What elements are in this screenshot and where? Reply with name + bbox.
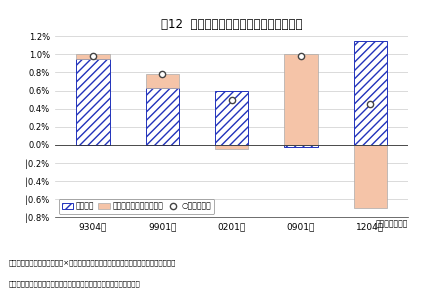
- Bar: [146, 88, 179, 145]
- Bar: [215, 145, 248, 149]
- Legend: 雇用者数, 労働時間（一人当たり）, ○労働投入量: 雇用者数, 労働時間（一人当たり）, ○労働投入量: [59, 198, 214, 214]
- Bar: [76, 54, 109, 59]
- Bar: [284, 54, 317, 145]
- Bar: [354, 41, 387, 145]
- Title: 図12  労働時間の減少が労働投入量を抑制: 図12 労働時間の減少が労働投入量を抑制: [161, 18, 302, 31]
- Text: （年・四半期）: （年・四半期）: [376, 219, 408, 228]
- Bar: [354, 145, 387, 208]
- Bar: [284, 145, 317, 147]
- Bar: [76, 59, 109, 145]
- Bar: [215, 91, 248, 145]
- Bar: [146, 74, 179, 88]
- Text: （資料）総務省統計局「労働力調査」、厉生労働省「毎月勤労統計」: （資料）総務省統計局「労働力調査」、厉生労働省「毎月勤労統計」: [8, 281, 140, 288]
- Text: （注）労働投入量＝雇用者数×労働時間（一人当たり）。景気回復局面の年平均伸び率: （注）労働投入量＝雇用者数×労働時間（一人当たり）。景気回復局面の年平均伸び率: [8, 260, 176, 266]
